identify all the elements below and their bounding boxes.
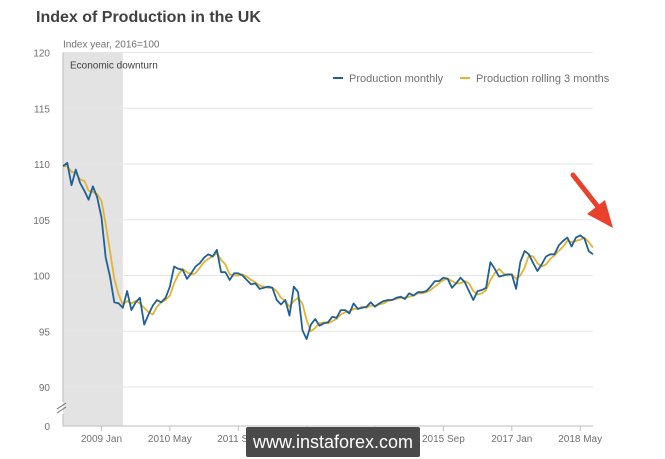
y-tick-label: 115	[34, 104, 50, 115]
x-tick-label: 2015 Sep	[422, 434, 465, 445]
y-tick-label: 120	[33, 49, 50, 60]
watermark-logo: www.instaforex.com	[246, 427, 420, 457]
chart-title: Index of Production in the UK	[36, 9, 261, 26]
series-line-rolling-3-months	[63, 165, 594, 333]
y-tick-label: 110	[34, 160, 50, 171]
y-tick-label: 0	[44, 422, 50, 433]
y-axis: 0 90 95 100 105 110 115 120	[33, 49, 64, 433]
y-tick-label: 100	[33, 272, 50, 283]
x-tick-label: 2011 Sep	[217, 434, 260, 445]
x-tick-label: 2010 May	[148, 434, 192, 445]
axis-break-icon	[56, 402, 67, 414]
legend: Production monthly Production rolling 3 m…	[333, 73, 610, 85]
series-line-monthly	[62, 162, 594, 340]
x-tick-label: 2009 Jan	[81, 434, 122, 445]
y-tick-label: 90	[39, 383, 51, 394]
gridlines	[63, 52, 593, 427]
economic-downturn-shading	[63, 52, 123, 426]
economic-downturn-label: Economic downturn	[70, 61, 158, 72]
legend-label: Production rolling 3 months	[476, 73, 610, 85]
y-tick-label: 105	[33, 216, 50, 227]
x-tick-label: 2017 Jan	[491, 434, 532, 445]
y-tick-label: 95	[39, 327, 51, 338]
red-arrow-icon	[570, 172, 613, 228]
x-tick-label: 2018 May	[558, 434, 602, 445]
legend-label: Production monthly	[349, 73, 444, 85]
series-lines	[62, 162, 594, 340]
y-axis-label: Index year, 2016=100	[63, 40, 160, 51]
